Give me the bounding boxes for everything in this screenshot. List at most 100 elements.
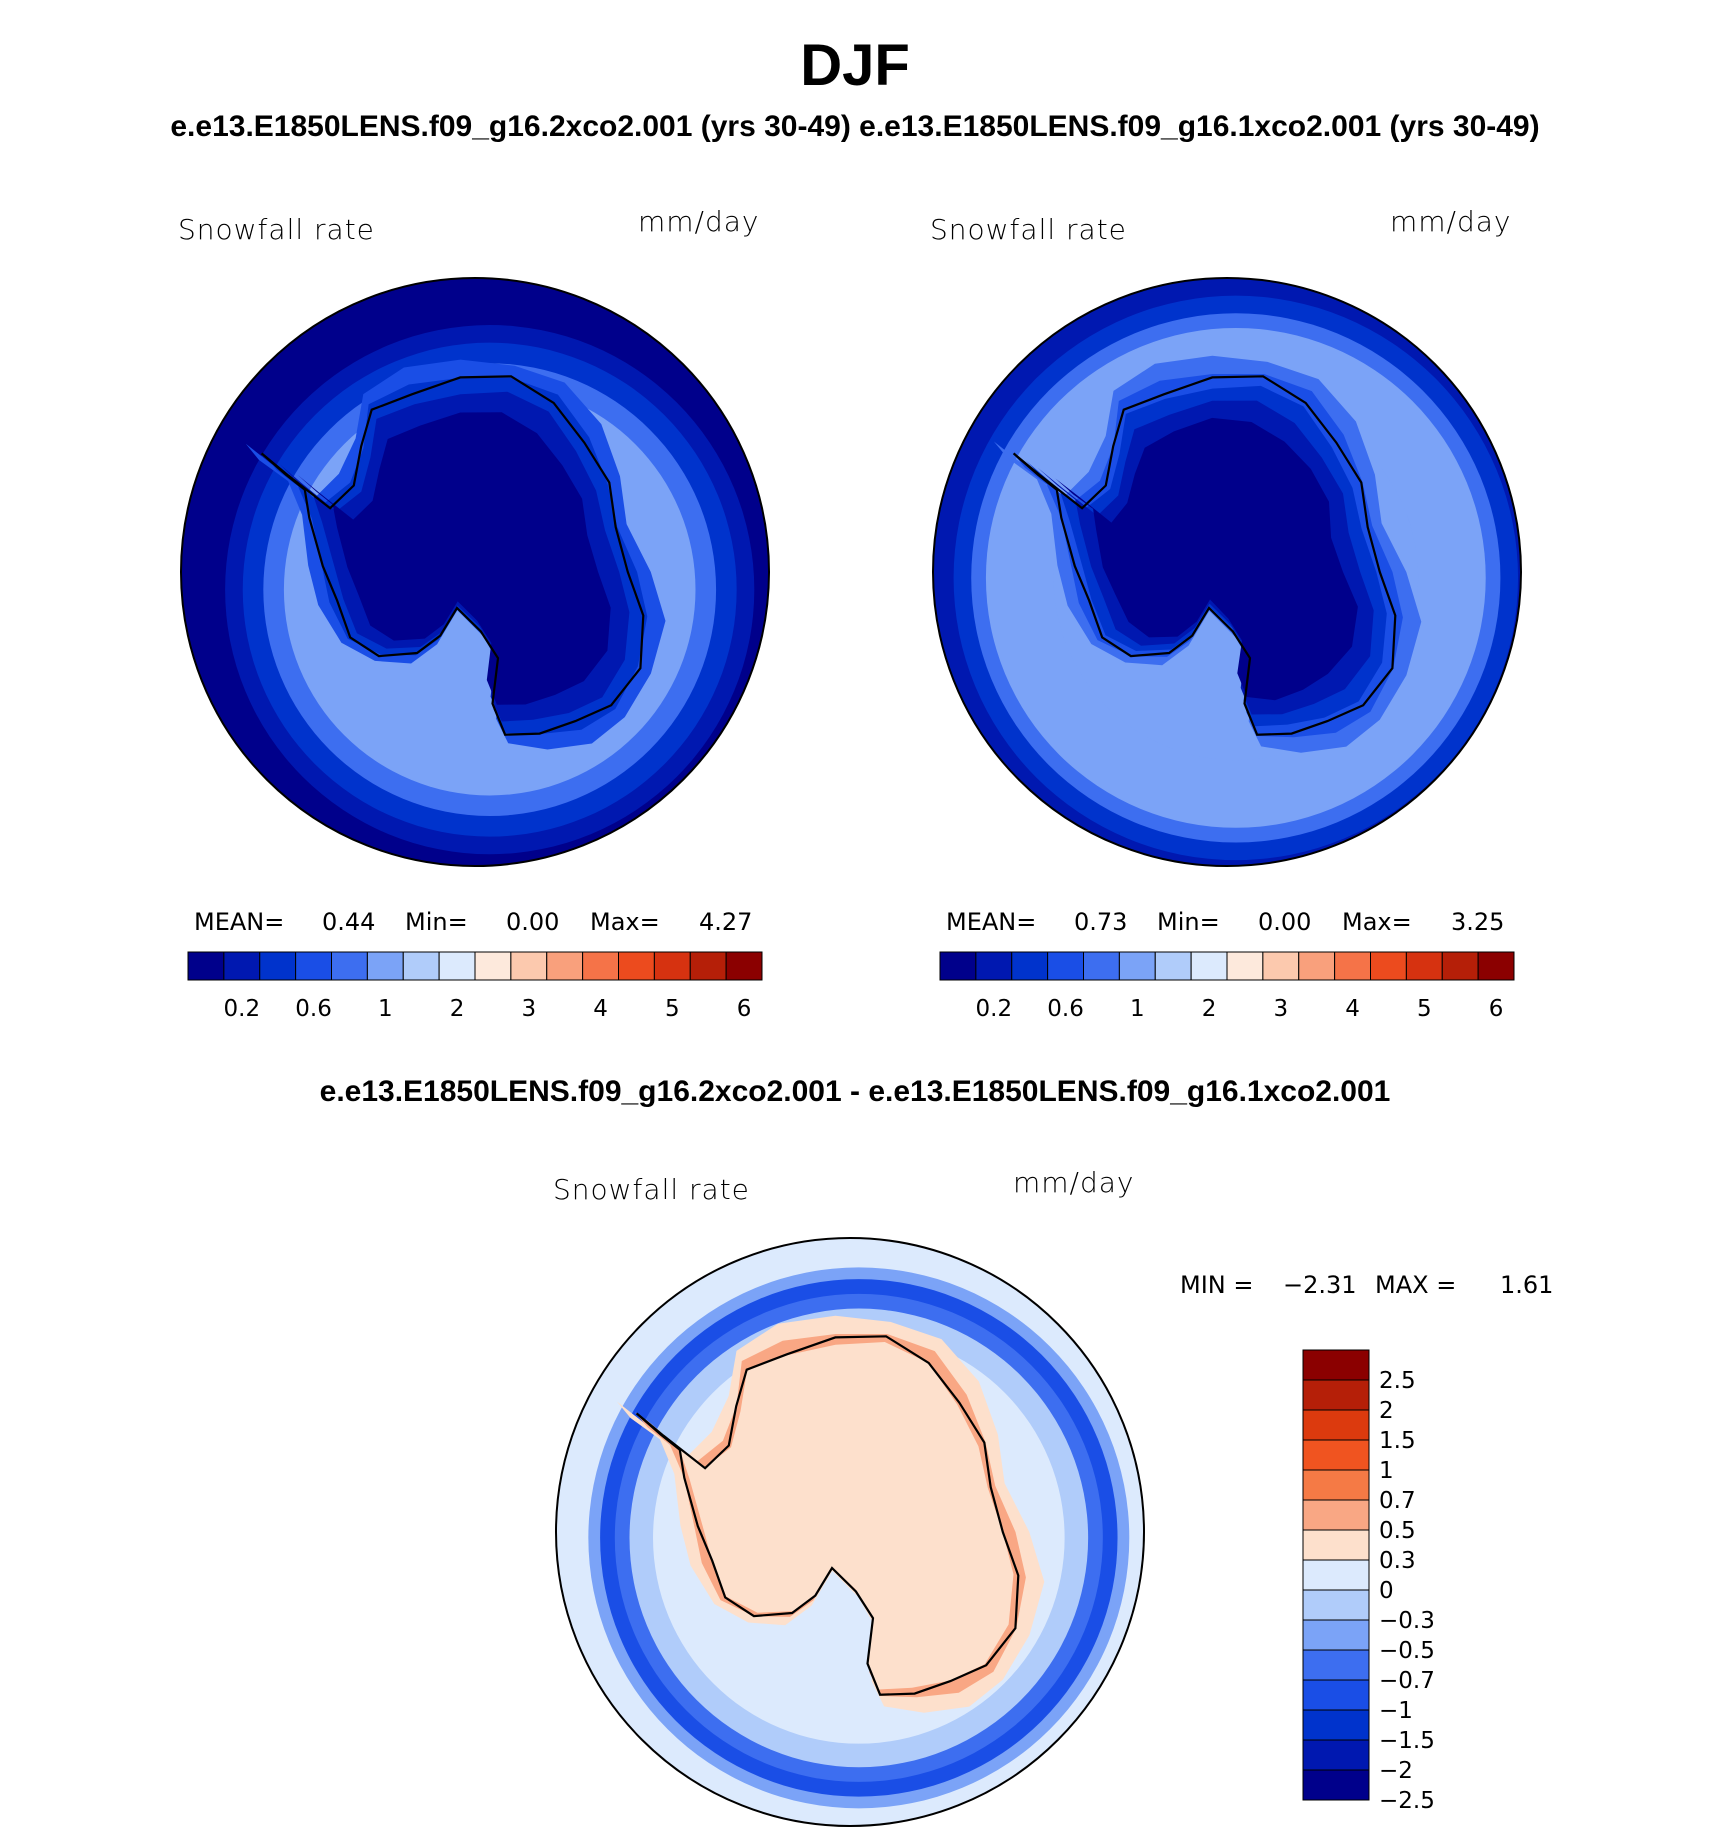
- cbar1-swatch-5: [366, 951, 404, 981]
- panel2-colorbar: 0.2 0.6 1 2 3 4 5 6: [939, 951, 1515, 1022]
- cbar1-swatch-1: [223, 951, 261, 981]
- cbar1-swatch-15: [725, 951, 763, 981]
- panel1-map-border: [180, 277, 770, 867]
- panel1-max-value: 4.27: [699, 908, 753, 936]
- cbar2-tick-label-5: 4: [1345, 996, 1360, 1022]
- cbar3-swatch-8: [1302, 1589, 1370, 1621]
- cbar2-swatch-7: [1190, 951, 1228, 981]
- cbar2-swatch-10: [1298, 951, 1336, 981]
- cbar2-swatch-8: [1226, 951, 1264, 981]
- cbar1-tick-label-6: 5: [665, 996, 680, 1022]
- cbar3-swatch-12: [1302, 1709, 1370, 1741]
- cbar1-swatch-14: [689, 951, 727, 981]
- cbar1-swatch-7: [438, 951, 476, 981]
- cbar2-swatch-9: [1262, 951, 1300, 981]
- panel3-polar-map: [556, 1238, 1144, 1826]
- cbar3-tick-label-12: −1.5: [1379, 1728, 1435, 1754]
- cbar2-swatch-11: [1334, 951, 1371, 981]
- panel1-polar-map: [181, 278, 769, 866]
- panel2-mean-value: 0.73: [1074, 908, 1128, 936]
- cbar2-tick-label-6: 5: [1417, 996, 1432, 1022]
- panel2-mean-label: MEAN=: [946, 908, 1037, 936]
- panel2-map-border: [932, 277, 1522, 867]
- map3-contour-band-2: [644, 1342, 1014, 1690]
- cbar1-swatch-0: [187, 951, 225, 981]
- panel3-max-label: MAX =: [1375, 1271, 1457, 1299]
- cbar2-tick-label-2: 1: [1130, 996, 1145, 1022]
- cbar3-swatch-1: [1302, 1379, 1370, 1411]
- cbar3-swatch-7: [1302, 1559, 1370, 1591]
- cbar3-tick-label-14: −2.5: [1379, 1788, 1435, 1814]
- cbar2-swatch-12: [1370, 951, 1407, 981]
- panel2-units-label: mm/day: [1390, 205, 1512, 238]
- panel1-colorbar: 0.2 0.6 1 2 3 4 5 6: [187, 951, 763, 1022]
- cbar1-swatch-8: [474, 951, 512, 981]
- panel1-mean-label: MEAN=: [194, 908, 285, 936]
- cbar1-swatch-13: [653, 951, 691, 981]
- panel2-max-value: 3.25: [1451, 908, 1505, 936]
- cbar2-tick-label-4: 3: [1273, 996, 1288, 1022]
- cbar3-tick-label-11: −1: [1379, 1698, 1413, 1724]
- cbar1-tick-label-4: 3: [521, 996, 536, 1022]
- cbar3-tick-label-6: 0.3: [1379, 1548, 1416, 1574]
- cbar1-tick-label-5: 4: [593, 996, 608, 1022]
- panel3-map-border: [555, 1237, 1145, 1827]
- cbar2-swatch-0: [939, 951, 977, 981]
- panel1-min-label: Min=: [405, 908, 468, 936]
- cbar1-swatch-12: [618, 951, 655, 981]
- cbar2-tick-label-7: 6: [1489, 996, 1504, 1022]
- cbar2-swatch-13: [1405, 951, 1443, 981]
- cbar2-swatch-6: [1154, 951, 1192, 981]
- cbar1-tick-label-7: 6: [737, 996, 752, 1022]
- cbar1-swatch-11: [582, 951, 619, 981]
- cbar3-swatch-13: [1302, 1739, 1370, 1771]
- cbar3-swatch-4: [1302, 1469, 1370, 1501]
- map3-coastline: [635, 1335, 1020, 1696]
- panel3-max-value: 1.61: [1500, 1271, 1554, 1299]
- cbar3-tick-label-3: 1: [1379, 1458, 1394, 1484]
- cbar3-tick-label-2: 1.5: [1379, 1428, 1416, 1454]
- cbar3-swatch-0: [1302, 1349, 1370, 1381]
- cbar1-tick-label-2: 1: [378, 996, 393, 1022]
- cbar2-swatch-4: [1083, 951, 1120, 981]
- cbar2-tick-label-3: 2: [1202, 996, 1217, 1022]
- cbar1-tick-label-3: 2: [450, 996, 465, 1022]
- panel3-units-label: mm/day: [1013, 1166, 1135, 1199]
- cbar3-tick-label-4: 0.7: [1379, 1488, 1416, 1514]
- cbar1-swatch-4: [331, 951, 368, 981]
- panel1-units-label: mm/day: [638, 205, 760, 238]
- cbar3-swatch-11: [1302, 1679, 1370, 1711]
- panel1-mean-value: 0.44: [322, 908, 376, 936]
- map1-coastline: [260, 375, 645, 736]
- panel3-min-value: −2.31: [1283, 1271, 1357, 1299]
- cbar3-swatch-2: [1302, 1409, 1370, 1441]
- cbar1-swatch-3: [295, 951, 332, 981]
- cbar1-tick-label-0: 0.2: [224, 996, 261, 1022]
- cbar1-tick-label-1: 0.6: [295, 996, 332, 1022]
- panel1-max-label: Max=: [590, 908, 660, 936]
- cbar2-swatch-5: [1118, 951, 1156, 981]
- panel2-polar-map: [933, 278, 1521, 866]
- panel2-max-label: Max=: [1342, 908, 1412, 936]
- difference-subtitle: e.e13.E1850LENS.f09_g16.2xco2.001 - e.e1…: [319, 1075, 1391, 1108]
- cbar3-swatch-6: [1302, 1529, 1370, 1561]
- cbar1-swatch-6: [402, 951, 440, 981]
- cbar3-swatch-9: [1302, 1619, 1370, 1651]
- map2-coastline: [1012, 375, 1397, 736]
- cbar3-tick-label-0: 2.5: [1379, 1368, 1416, 1394]
- cbar2-swatch-15: [1477, 951, 1515, 981]
- panel3-min-label: MIN =: [1180, 1271, 1254, 1299]
- cbar3-tick-label-7: 0: [1379, 1578, 1394, 1604]
- panel2-min-label: Min=: [1157, 908, 1220, 936]
- cbar2-tick-label-1: 0.6: [1047, 996, 1084, 1022]
- cbar2-swatch-1: [975, 951, 1013, 981]
- panel1-min-value: 0.00: [506, 908, 560, 936]
- cbar3-tick-label-9: −0.5: [1379, 1638, 1435, 1664]
- cbar3-tick-label-1: 2: [1379, 1398, 1394, 1424]
- panel3-colorbar: 2.5 2 1.5 1 0.7 0.5 0.3 0 −0.3 −0.5 −0.7 −1 −1.5 −2 −2…: [1302, 1349, 1435, 1814]
- cbar3-swatch-3: [1302, 1439, 1370, 1471]
- figure-subtitle: e.e13.E1850LENS.f09_g16.2xco2.001 (yrs 3…: [170, 110, 1540, 143]
- cbar3-swatch-14: [1302, 1769, 1370, 1801]
- panel2-min-value: 0.00: [1258, 908, 1312, 936]
